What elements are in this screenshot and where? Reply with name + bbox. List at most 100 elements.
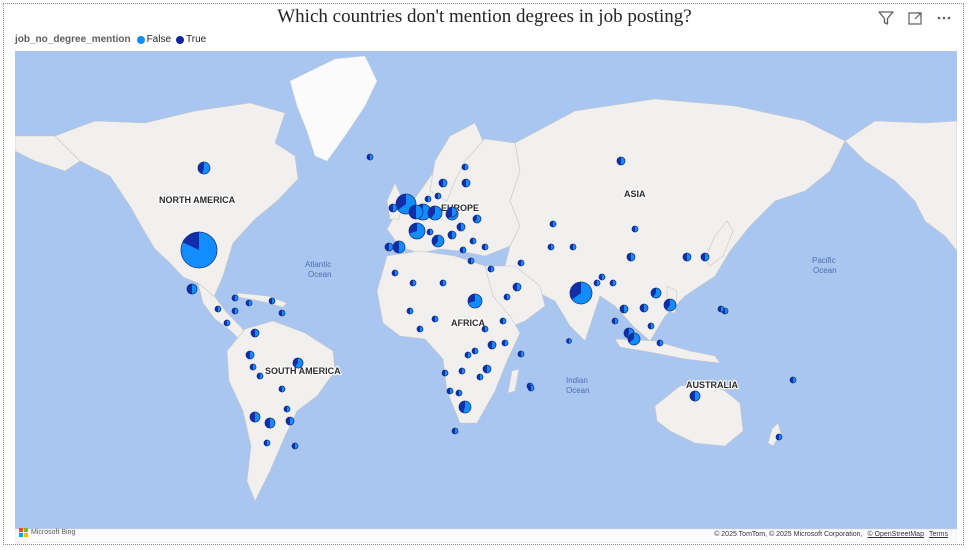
pie-slice-true[interactable] [440,280,443,286]
country-pie-marker[interactable] [631,225,639,233]
pie-slice-true[interactable] [620,305,624,313]
country-pie-marker[interactable] [245,350,255,360]
pie-slice-true[interactable] [393,241,399,253]
pie-slice-true[interactable] [385,243,389,251]
country-pie-marker[interactable] [593,279,601,287]
pie-slice-true[interactable] [417,326,420,332]
pie-slice-true[interactable] [632,226,635,232]
pie-slice-true[interactable] [612,318,615,324]
pie-slice-true[interactable] [473,215,477,223]
country-pie-marker[interactable] [451,427,459,435]
country-pie-marker[interactable] [438,178,448,188]
pie-slice-true[interactable] [182,232,199,250]
country-pie-marker[interactable] [384,242,394,252]
pie-slice-true[interactable] [257,373,260,379]
pie-slice-true[interactable] [528,385,531,391]
pie-slice-true[interactable] [410,280,413,286]
country-pie-marker[interactable] [700,252,710,262]
country-pie-marker[interactable] [186,283,198,295]
country-pie-marker[interactable] [461,163,469,171]
pie-slice-true[interactable] [488,266,491,272]
country-pie-marker[interactable] [292,357,304,369]
pie-slice-true[interactable] [504,294,507,300]
country-pie-marker[interactable] [487,265,495,273]
pie-slice-true[interactable] [701,253,705,261]
country-pie-marker[interactable] [611,317,619,325]
pie-slice-true[interactable] [198,162,204,174]
country-pie-marker[interactable] [447,230,457,240]
pie-slice-true[interactable] [435,193,438,199]
pie-slice-true[interactable] [367,154,370,160]
pie-slice-true[interactable] [432,316,435,322]
country-pie-marker[interactable] [245,299,253,307]
country-pie-marker[interactable] [549,220,557,228]
world-map[interactable]: NORTH AMERICA EUROPE ASIA AFRICA SOUTH A… [15,51,957,543]
pie-slice-true[interactable] [250,364,253,370]
country-pie-marker[interactable] [214,305,222,313]
country-pie-marker[interactable] [512,282,522,292]
country-pie-marker[interactable] [650,287,662,299]
country-pie-marker[interactable] [366,153,374,161]
country-pie-marker[interactable] [291,442,299,450]
pie-slice-true[interactable] [459,368,462,374]
pie-slice-true[interactable] [776,434,779,440]
pie-slice-true[interactable] [279,386,282,392]
pie-slice-true[interactable] [470,238,473,244]
country-pie-marker[interactable] [616,156,626,166]
pie-slice-true[interactable] [215,306,218,312]
pie-slice-true[interactable] [624,328,629,338]
country-pie-marker[interactable] [689,390,701,402]
pie-slice-true[interactable] [570,282,581,300]
pie-slice-true[interactable] [389,204,393,212]
pie-slice-true[interactable] [279,310,282,316]
pie-slice-true[interactable] [500,318,503,324]
country-pie-marker[interactable] [250,328,260,338]
country-pie-marker[interactable] [408,222,426,240]
country-pie-marker[interactable] [283,405,291,413]
pie-slice-true[interactable] [409,205,416,219]
country-pie-marker[interactable] [717,305,725,313]
pie-slice-true[interactable] [286,417,290,425]
country-pie-marker[interactable] [472,214,482,224]
country-pie-marker[interactable] [446,206,458,218]
pie-slice-true[interactable] [232,295,235,301]
pie-slice-true[interactable] [627,253,631,261]
pie-slice-true[interactable] [456,390,459,396]
country-pie-marker[interactable] [569,243,577,251]
filter-icon[interactable] [877,9,895,27]
country-pie-marker[interactable] [626,252,636,262]
terms-link[interactable]: Terms [928,531,948,538]
pie-slice-true[interactable] [431,235,438,246]
country-pie-marker[interactable] [434,192,442,200]
country-pie-marker[interactable] [647,322,655,330]
pie-slice-true[interactable] [518,260,521,266]
pie-slice-true[interactable] [548,244,551,250]
country-pie-marker[interactable] [527,384,535,392]
country-pie-marker[interactable] [406,307,414,315]
pie-slice-true[interactable] [518,351,521,357]
country-pie-marker[interactable] [566,338,572,344]
pie-slice-true[interactable] [246,300,249,306]
pie-slice-true[interactable] [648,323,651,329]
country-pie-marker[interactable] [231,294,239,302]
pie-slice-true[interactable] [292,443,295,449]
pie-slice-true[interactable] [513,283,517,291]
pie-slice-true[interactable] [462,164,465,170]
country-pie-marker[interactable] [409,279,417,287]
pie-slice-true[interactable] [488,341,492,349]
country-pie-marker[interactable] [456,222,466,232]
country-pie-marker[interactable] [431,315,439,323]
map-canvas[interactable]: NORTH AMERICA EUROPE ASIA AFRICA SOUTH A… [15,51,957,543]
pie-slice-true[interactable] [439,179,443,187]
pie-slice-true[interactable] [465,352,468,358]
focus-mode-icon[interactable] [906,9,924,27]
country-pie-marker[interactable] [464,351,472,359]
pie-slice-true[interactable] [477,374,480,380]
country-pie-marker[interactable] [482,364,492,374]
openstreetmap-link[interactable]: © OpenStreetMap [867,531,924,538]
country-pie-marker[interactable] [459,246,467,254]
pie-slice-true[interactable] [250,412,255,422]
pie-slice-true[interactable] [566,338,570,344]
pie-slice-true[interactable] [683,253,687,261]
more-options-icon[interactable] [935,9,953,27]
